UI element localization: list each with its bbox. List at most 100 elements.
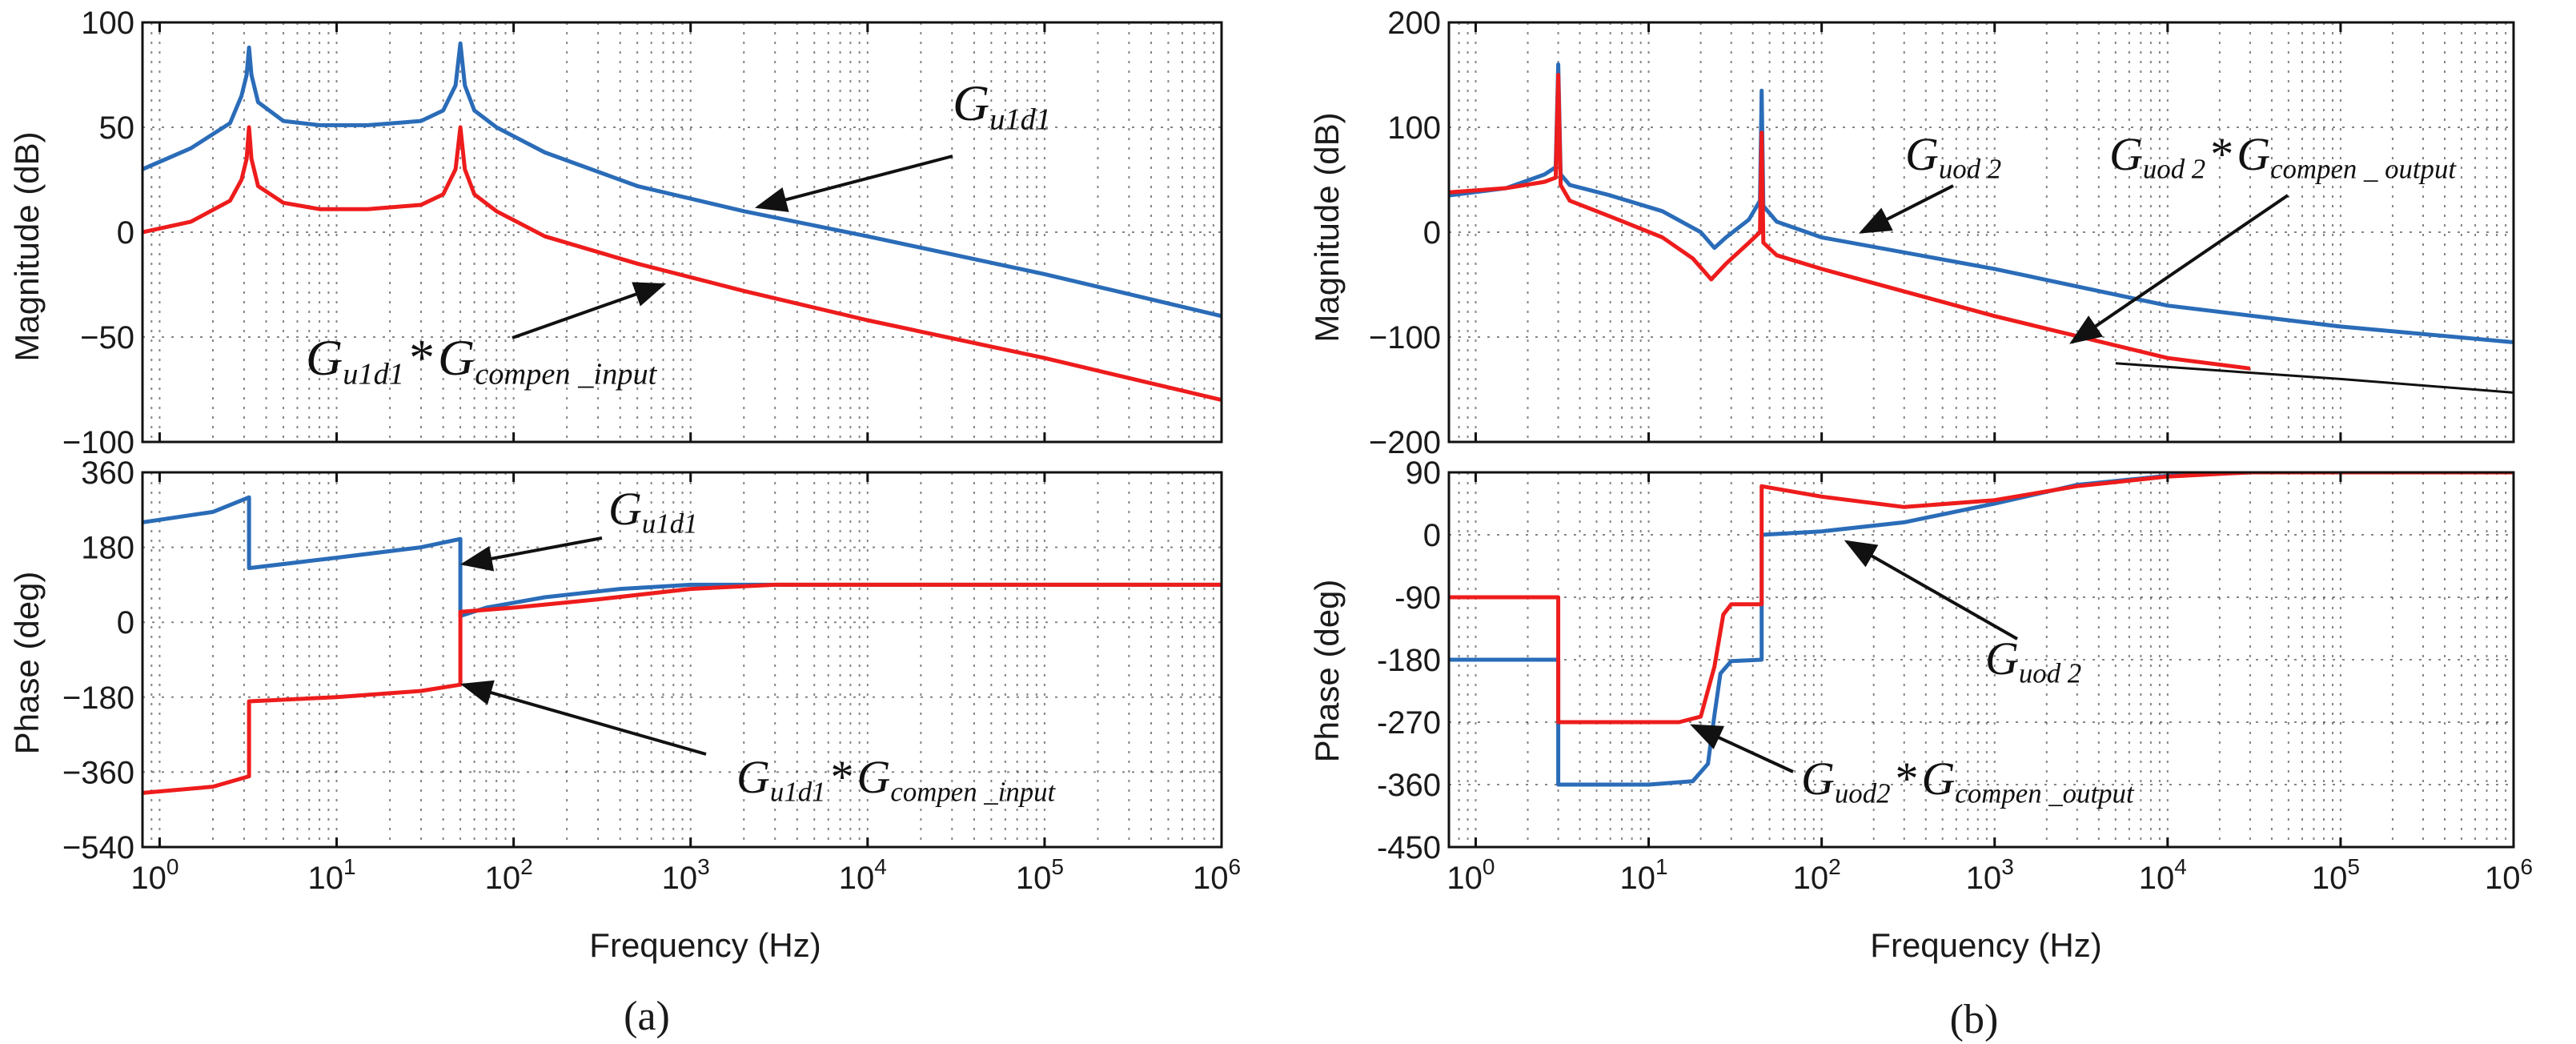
panel-b-phase-series [1449, 472, 2514, 787]
panel-b-magnitude-ytick-label: 100 [1387, 110, 1441, 146]
panel-b-xtick-label: 102 [1793, 854, 1841, 896]
annotation-operator: * [409, 329, 435, 386]
panel-a-phase-annotation-arrow [459, 536, 603, 572]
xtick-exponent: 0 [1483, 854, 1495, 879]
panel-b-magnitude-frame [1447, 21, 2515, 444]
panel-b-magnitude-annotation-label: Guod 2 [1905, 128, 2001, 184]
panel-b-phase-ytick-label: -180 [1377, 643, 1441, 678]
annotation-subscript: compen _input [475, 358, 657, 392]
xtick-exponent: 2 [520, 854, 533, 879]
panel-b-caption: (b) [1950, 997, 1999, 1042]
panel-a-y-label-phase: Phase (deg) [8, 572, 46, 755]
annotation-subscript: uod 2 [1939, 153, 2001, 184]
panel-b-phase-annotation-label: Guod2 *Gcompen _output [1801, 753, 2135, 809]
xtick-exponent: 4 [2174, 854, 2187, 879]
panel-a-xtick-label: 100 [130, 854, 179, 896]
panel-b-x-label: Frequency (Hz) [1870, 926, 2101, 964]
panel-a-xtick-label: 106 [1193, 854, 1241, 896]
panel-a-xtick-label: 101 [307, 854, 355, 896]
panel-b-magnitude-ytick-label: −100 [1369, 320, 1441, 355]
xtick-base: 10 [2312, 861, 2348, 896]
annotation-symbol: G [1905, 128, 1939, 180]
panel-a-magnitude-frame [141, 21, 1223, 444]
panel-a-xtick-label: 104 [839, 854, 887, 896]
xtick-base: 10 [2485, 861, 2521, 896]
annotation-symbol: G [2109, 128, 2143, 180]
xtick-base: 10 [1016, 861, 1052, 896]
panel-b-phase-line-g-uod2-g-compen-output [1449, 472, 2514, 725]
xtick-exponent: 4 [874, 854, 887, 879]
xtick-base: 10 [839, 861, 875, 896]
annotation-symbol: G [857, 751, 890, 803]
xtick-exponent: 6 [1228, 854, 1241, 879]
panel-a-magnitude-annotation: Gu1d1*Gcompen _input [306, 282, 667, 392]
panel-a-y-label-magnitude: Magnitude (dB) [8, 131, 46, 361]
panel-b-phase-line-g-uod2 [1449, 472, 2514, 787]
panel-a-magnitude-ytick-label: −50 [80, 320, 134, 355]
xtick-base: 10 [1793, 861, 1829, 896]
annotation-symbol: G [1801, 753, 1835, 805]
panel-b-magnitude-line-g-uod2-g-compen-output [1449, 73, 2251, 371]
panel-a-magnitude-ytick-label: 0 [117, 215, 134, 251]
annotation-symbol: G [1985, 632, 2019, 685]
panel-a-magnitude-annotation-arrow [754, 155, 953, 212]
xtick-exponent: 0 [167, 854, 179, 879]
panel-a-magnitude-annotation-arrow [512, 282, 667, 339]
panel-b-magnitude-annotation-arrow [2069, 194, 2289, 344]
panel-b-phase-annotation-arrow [1690, 724, 1794, 773]
panel-b-phase-annotation-label: Guod 2 [1985, 632, 2081, 689]
annotation-subscript: uod 2 [2143, 153, 2205, 184]
panel-b-magnitude-line-g-uod2 [1449, 62, 2514, 344]
xtick-base: 10 [1966, 861, 2002, 896]
panel-a-magnitude-series [142, 41, 1222, 403]
panel-b-phase-ytick-label: -450 [1377, 830, 1441, 865]
panel-b-magnitude-ytick-label: 0 [1423, 215, 1441, 251]
panel-a-magnitude-grid [142, 22, 1222, 442]
panel-b-magnitude-ytick-label: 200 [1387, 6, 1441, 41]
panel-a-phase-ytick-label: −180 [62, 681, 134, 716]
panel-b-phase-ytick-label: -270 [1377, 705, 1441, 741]
panel-a-phase-ytick-label: 0 [117, 605, 134, 640]
panel-b-phase-annotation: Guod2 *Gcompen _output [1690, 724, 2135, 809]
panel-a-phase-ytick-label: 360 [81, 456, 134, 491]
xtick-exponent: 1 [1655, 854, 1668, 879]
annotation-subscript: compen _output [1955, 777, 2135, 809]
annotation-symbol: G [2237, 128, 2270, 180]
xtick-base: 10 [2139, 861, 2175, 896]
panel-a-x-label: Frequency (Hz) [589, 926, 821, 964]
panel-b-phase-ytick-label: 0 [1423, 518, 1441, 553]
xtick-base: 10 [130, 861, 167, 896]
panel-a-phase-ytick-label: −360 [62, 755, 134, 790]
xtick-exponent: 5 [1051, 854, 1064, 879]
panel-b-magnitude-annotation: Guod 2 *Gcompen _ output [2069, 128, 2457, 344]
panel-a-phase-annotation: Gu1d1 [459, 483, 697, 572]
panel-a-magnitude-ytick-label: 100 [81, 6, 134, 41]
panel-b-phase-annotation: Guod 2 [1844, 540, 2081, 689]
annotation-symbol: G [306, 329, 343, 386]
panel-b-y-label-magnitude: Magnitude (dB) [1308, 112, 1346, 342]
panel-a-phase-line-g-u1d1 [142, 495, 1222, 618]
annotation-subscript: compen _input [890, 776, 1056, 807]
panel-b-xtick-label: 104 [2139, 854, 2187, 896]
panel-a-magnitude-annotation: Gu1d1 [754, 74, 1051, 212]
annotation-symbol: G [438, 329, 475, 386]
annotation-symbol: G [953, 74, 989, 131]
annotation-subscript: uod2 [1835, 777, 1891, 809]
annotation-operator: * [2210, 128, 2233, 180]
xtick-exponent: 1 [343, 854, 356, 879]
xtick-base: 10 [1620, 861, 1656, 896]
panel-a-phase-ytick-label: −540 [62, 830, 134, 865]
panel-b-xtick-label: 103 [1966, 854, 2014, 896]
panel-a-magnitude-line-g-u1d1-g-compen-input [142, 125, 1222, 403]
panel-a-phase-grid [142, 472, 1222, 847]
xtick-exponent: 3 [697, 854, 710, 879]
panel-b-magnitude-annotation: Guod 2 [1858, 128, 2001, 234]
panel-b-phase-ytick-label: -90 [1394, 580, 1441, 616]
annotation-symbol: G [736, 751, 770, 803]
annotation-operator: * [830, 751, 853, 803]
xtick-base: 10 [1446, 861, 1483, 896]
panel-b-phase-annotation-arrow [1844, 540, 2018, 640]
